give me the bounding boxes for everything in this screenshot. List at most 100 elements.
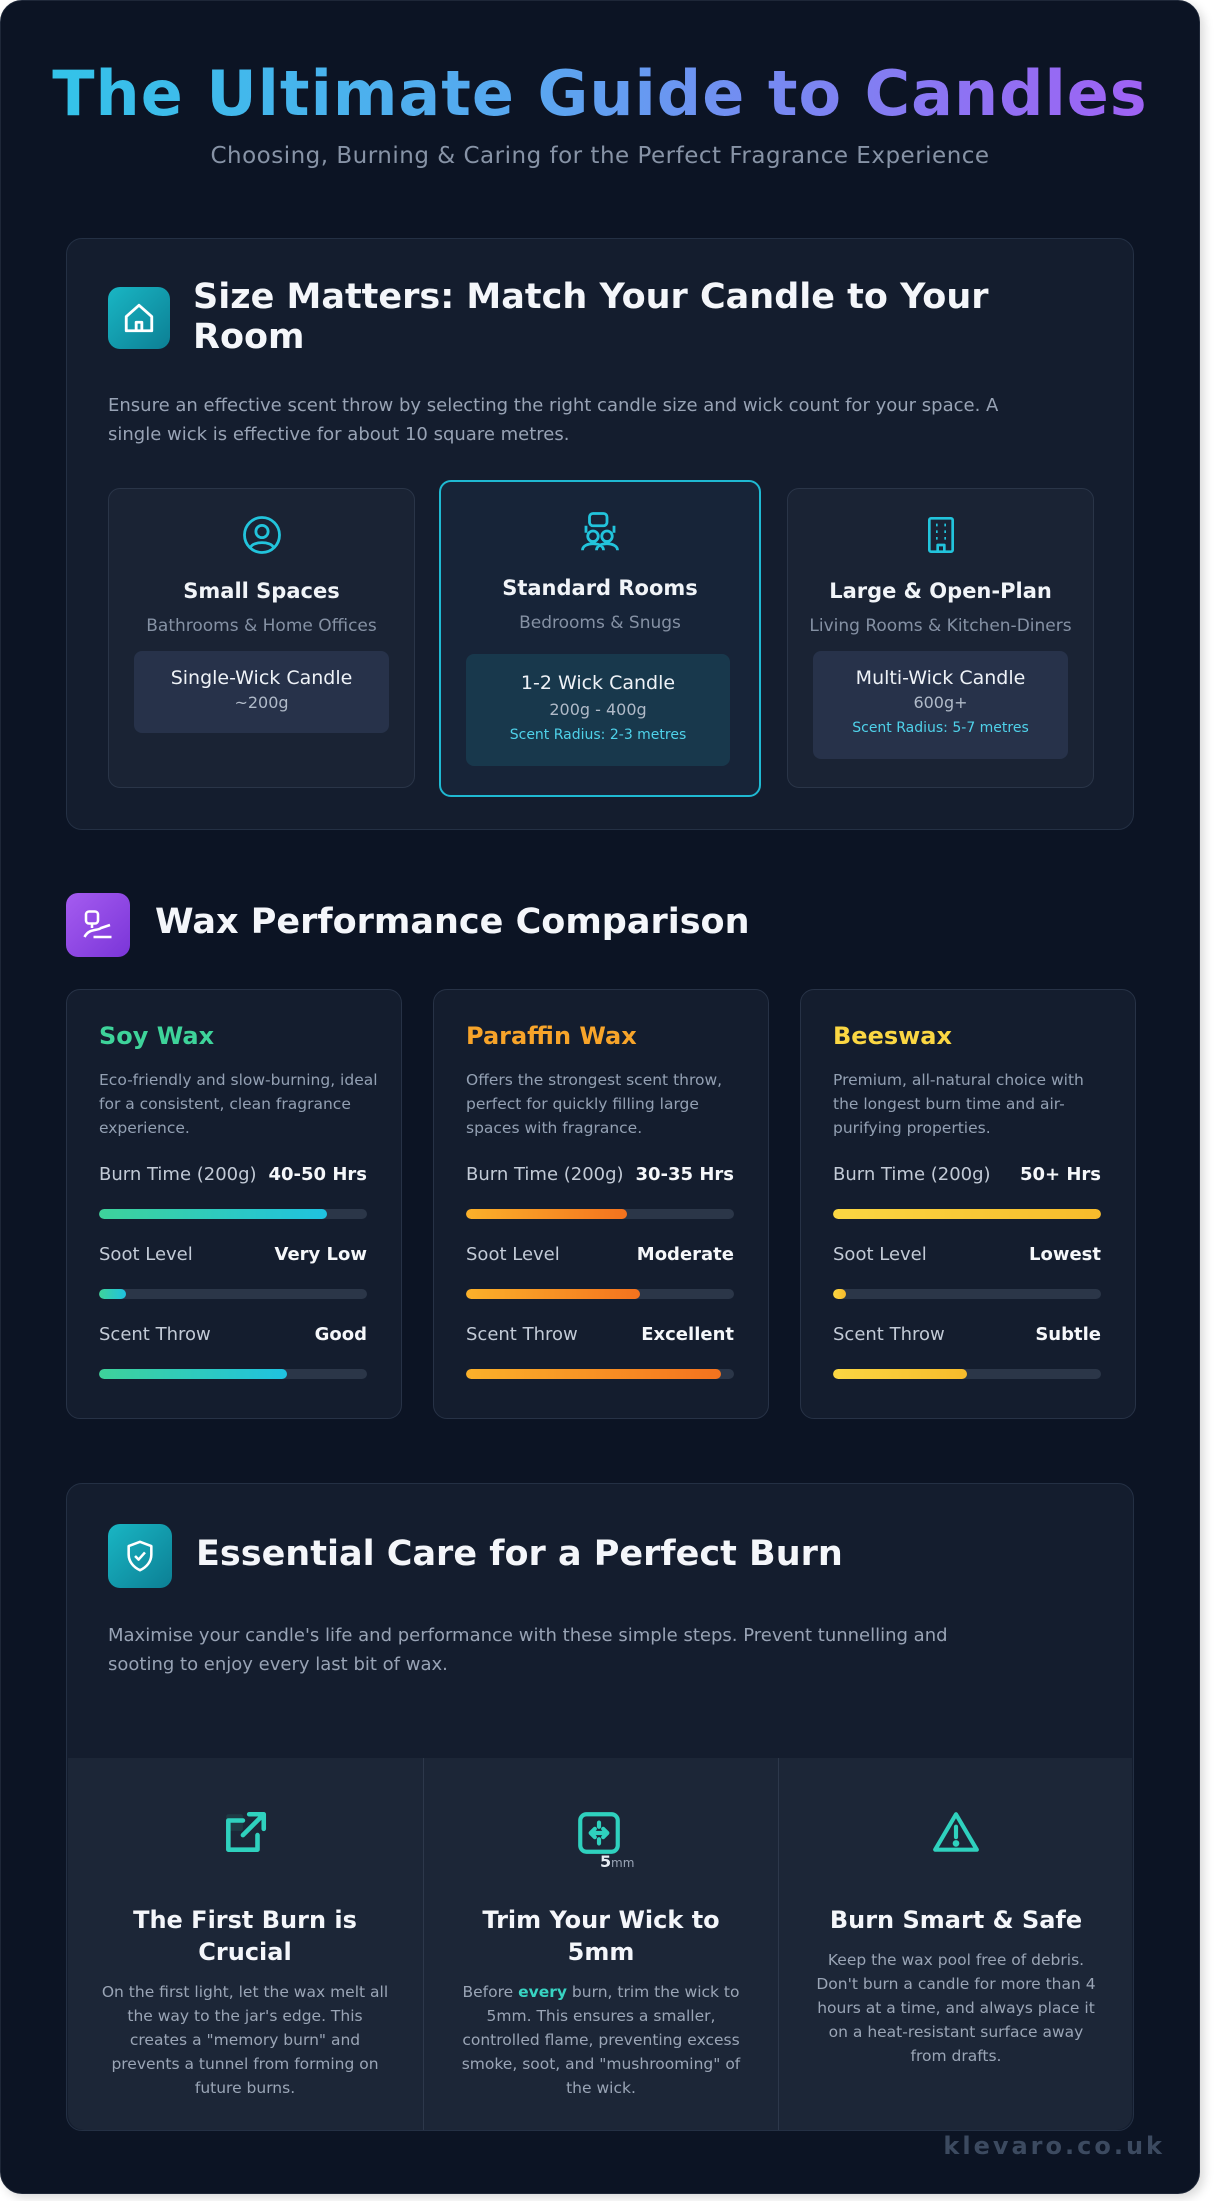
metric-value: Very Low xyxy=(274,1244,368,1265)
wax-metric: Burn Time (200g) 50+ Hrs xyxy=(833,1164,1101,1219)
size-card-recommendation: 1-2 Wick Candle 200g - 400g Scent Radius… xyxy=(466,654,730,766)
metric-label: Soot Level xyxy=(99,1244,193,1265)
metric-bar-fill xyxy=(833,1289,847,1299)
metric-value: Good xyxy=(314,1324,367,1345)
care-tips-grid: The First Burn is Crucial On the first l… xyxy=(68,1758,1132,2130)
wax-section-title: Wax Performance Comparison xyxy=(155,902,750,942)
wax-card-paraffin: Paraffin Wax Offers the strongest scent t… xyxy=(433,989,769,1419)
metric-bar-fill xyxy=(833,1369,967,1379)
care-tip-text: Keep the wax pool free of debris. Don't … xyxy=(816,1951,1096,2065)
metric-value: Moderate xyxy=(636,1244,734,1265)
wax-metric: Soot Level Moderate xyxy=(466,1244,734,1299)
metric-label: Scent Throw xyxy=(99,1324,211,1345)
text-emphasis: every xyxy=(518,1983,567,2001)
metric-label: Soot Level xyxy=(466,1244,560,1265)
user-circle-icon xyxy=(109,514,414,556)
metric-bar-track xyxy=(99,1369,367,1379)
candle-weight: 200g - 400g xyxy=(549,700,647,719)
candle-weight: ~200g xyxy=(234,693,289,712)
care-section-title: Essential Care for a Perfect Burn xyxy=(196,1534,843,1574)
wax-description: Offers the strongest scent throw, perfec… xyxy=(466,1071,723,1137)
wax-metric: Soot Level Lowest xyxy=(833,1244,1101,1299)
metric-bar-fill xyxy=(466,1369,721,1379)
metric-value: Excellent xyxy=(641,1324,734,1345)
size-card-name: Standard Rooms xyxy=(502,576,698,600)
metric-value: Subtle xyxy=(1035,1324,1101,1345)
metric-value: 40-50 Hrs xyxy=(268,1164,368,1185)
size-card-small: Small Spaces Bathrooms & Home Offices Si… xyxy=(108,488,415,788)
metric-bar-track xyxy=(99,1289,367,1299)
wax-metric: Burn Time (200g) 30-35 Hrs xyxy=(466,1164,734,1219)
metric-bar-fill xyxy=(466,1289,641,1299)
house-icon xyxy=(108,287,170,349)
size-section-title: Size Matters: Match Your Candle to Your … xyxy=(193,277,989,357)
care-tip-trim-wick: 5 mm Trim Your Wick to 5mm Before every … xyxy=(424,1758,778,2130)
care-tip-first-burn: The First Burn is Crucial On the first l… xyxy=(68,1758,422,2130)
care-section-intro: Maximise your candle's life and performa… xyxy=(108,1625,948,1675)
metric-label: Soot Level xyxy=(833,1244,927,1265)
wick-length-number: 5 xyxy=(600,1852,612,1871)
size-section-intro: Ensure an effective scent throw by selec… xyxy=(108,395,999,445)
metric-bar-track xyxy=(833,1369,1101,1379)
brand-watermark: klevaro.co.uk xyxy=(943,2132,1165,2160)
size-card-large: Large & Open-Plan Living Rooms & Kitchen… xyxy=(787,488,1094,788)
care-tip-safe: Burn Smart & Safe Keep the wax pool free… xyxy=(779,1758,1132,2130)
wax-name: Paraffin Wax xyxy=(466,1022,637,1050)
metric-bar-fill xyxy=(99,1209,327,1219)
wax-icon xyxy=(66,893,130,957)
metric-label: Burn Time (200g) xyxy=(833,1164,991,1185)
page-subtitle: Choosing, Burning & Caring for the Perfe… xyxy=(210,143,990,169)
metric-value: 50+ Hrs xyxy=(1019,1164,1101,1185)
metric-value: 30-35 Hrs xyxy=(635,1164,735,1185)
metric-bar-fill xyxy=(99,1289,126,1299)
care-tip-text: Before every burn, trim the wick to 5mm.… xyxy=(454,1980,748,2100)
metric-bar-track xyxy=(833,1289,1101,1299)
metric-label: Burn Time (200g) xyxy=(466,1164,624,1185)
metric-label: Burn Time (200g) xyxy=(99,1164,257,1185)
wick-length-unit: mm xyxy=(611,1856,635,1870)
metric-bar-fill xyxy=(833,1209,1101,1219)
divider xyxy=(423,1758,424,2130)
size-card-desc: Bedrooms & Snugs xyxy=(519,613,681,633)
care-tip-text: On the first light, let the wax melt all… xyxy=(101,1983,389,2097)
divider xyxy=(778,1758,779,2130)
metric-bar-track xyxy=(466,1369,734,1379)
wax-card-beeswax: Beeswax Premium, all-natural choice with … xyxy=(800,989,1136,1419)
size-section: Size Matters: Match Your Candle to Your … xyxy=(66,238,1134,830)
size-card-name: Large & Open-Plan xyxy=(829,579,1052,603)
metric-label: Scent Throw xyxy=(466,1324,578,1345)
text-part: Before xyxy=(462,1983,519,2001)
metric-bar-fill xyxy=(466,1209,627,1219)
wax-description: Eco-friendly and slow-burning, ideal for… xyxy=(99,1071,378,1137)
wick-trim-icon: 5 mm xyxy=(424,1808,778,1872)
metric-label: Scent Throw xyxy=(833,1324,945,1345)
wax-description: Premium, all-natural choice with the lon… xyxy=(833,1071,1084,1137)
scent-radius: Scent Radius: 5-7 metres xyxy=(852,720,1029,736)
metric-bar-track xyxy=(99,1209,367,1219)
wax-metric: Scent Throw Excellent xyxy=(466,1324,734,1379)
scent-radius: Scent Radius: 2-3 metres xyxy=(509,727,687,743)
people-sofa-icon xyxy=(441,510,759,552)
shield-check-icon xyxy=(108,1524,172,1588)
wax-metric: Burn Time (200g) 40-50 Hrs xyxy=(99,1164,367,1219)
metric-bar-track xyxy=(833,1209,1101,1219)
external-link-icon xyxy=(68,1808,422,1858)
candle-weight: 600g+ xyxy=(913,693,968,712)
metric-bar-track xyxy=(466,1289,734,1299)
candle-type: 1-2 Wick Candle xyxy=(520,672,676,694)
size-card-recommendation: Single-Wick Candle ~200g xyxy=(134,651,389,733)
metric-value: Lowest xyxy=(1029,1244,1101,1265)
building-icon xyxy=(788,514,1093,556)
size-card-desc: Living Rooms & Kitchen-Diners xyxy=(809,616,1072,636)
care-tip-title: The First Burn is Crucial xyxy=(133,1906,357,1966)
metric-bar-fill xyxy=(99,1369,287,1379)
candle-type: Multi-Wick Candle xyxy=(855,667,1026,689)
size-card-desc: Bathrooms & Home Offices xyxy=(146,616,377,636)
wax-metric: Soot Level Very Low xyxy=(99,1244,367,1299)
wax-name: Beeswax xyxy=(833,1022,952,1050)
size-card-standard: Standard Rooms Bedrooms & Snugs 1-2 Wick… xyxy=(439,480,761,797)
wax-card-soy: Soy Wax Eco-friendly and slow-burning, id… xyxy=(66,989,402,1419)
wax-name: Soy Wax xyxy=(99,1022,215,1050)
care-tip-title: Burn Smart & Safe xyxy=(829,1906,1083,1934)
